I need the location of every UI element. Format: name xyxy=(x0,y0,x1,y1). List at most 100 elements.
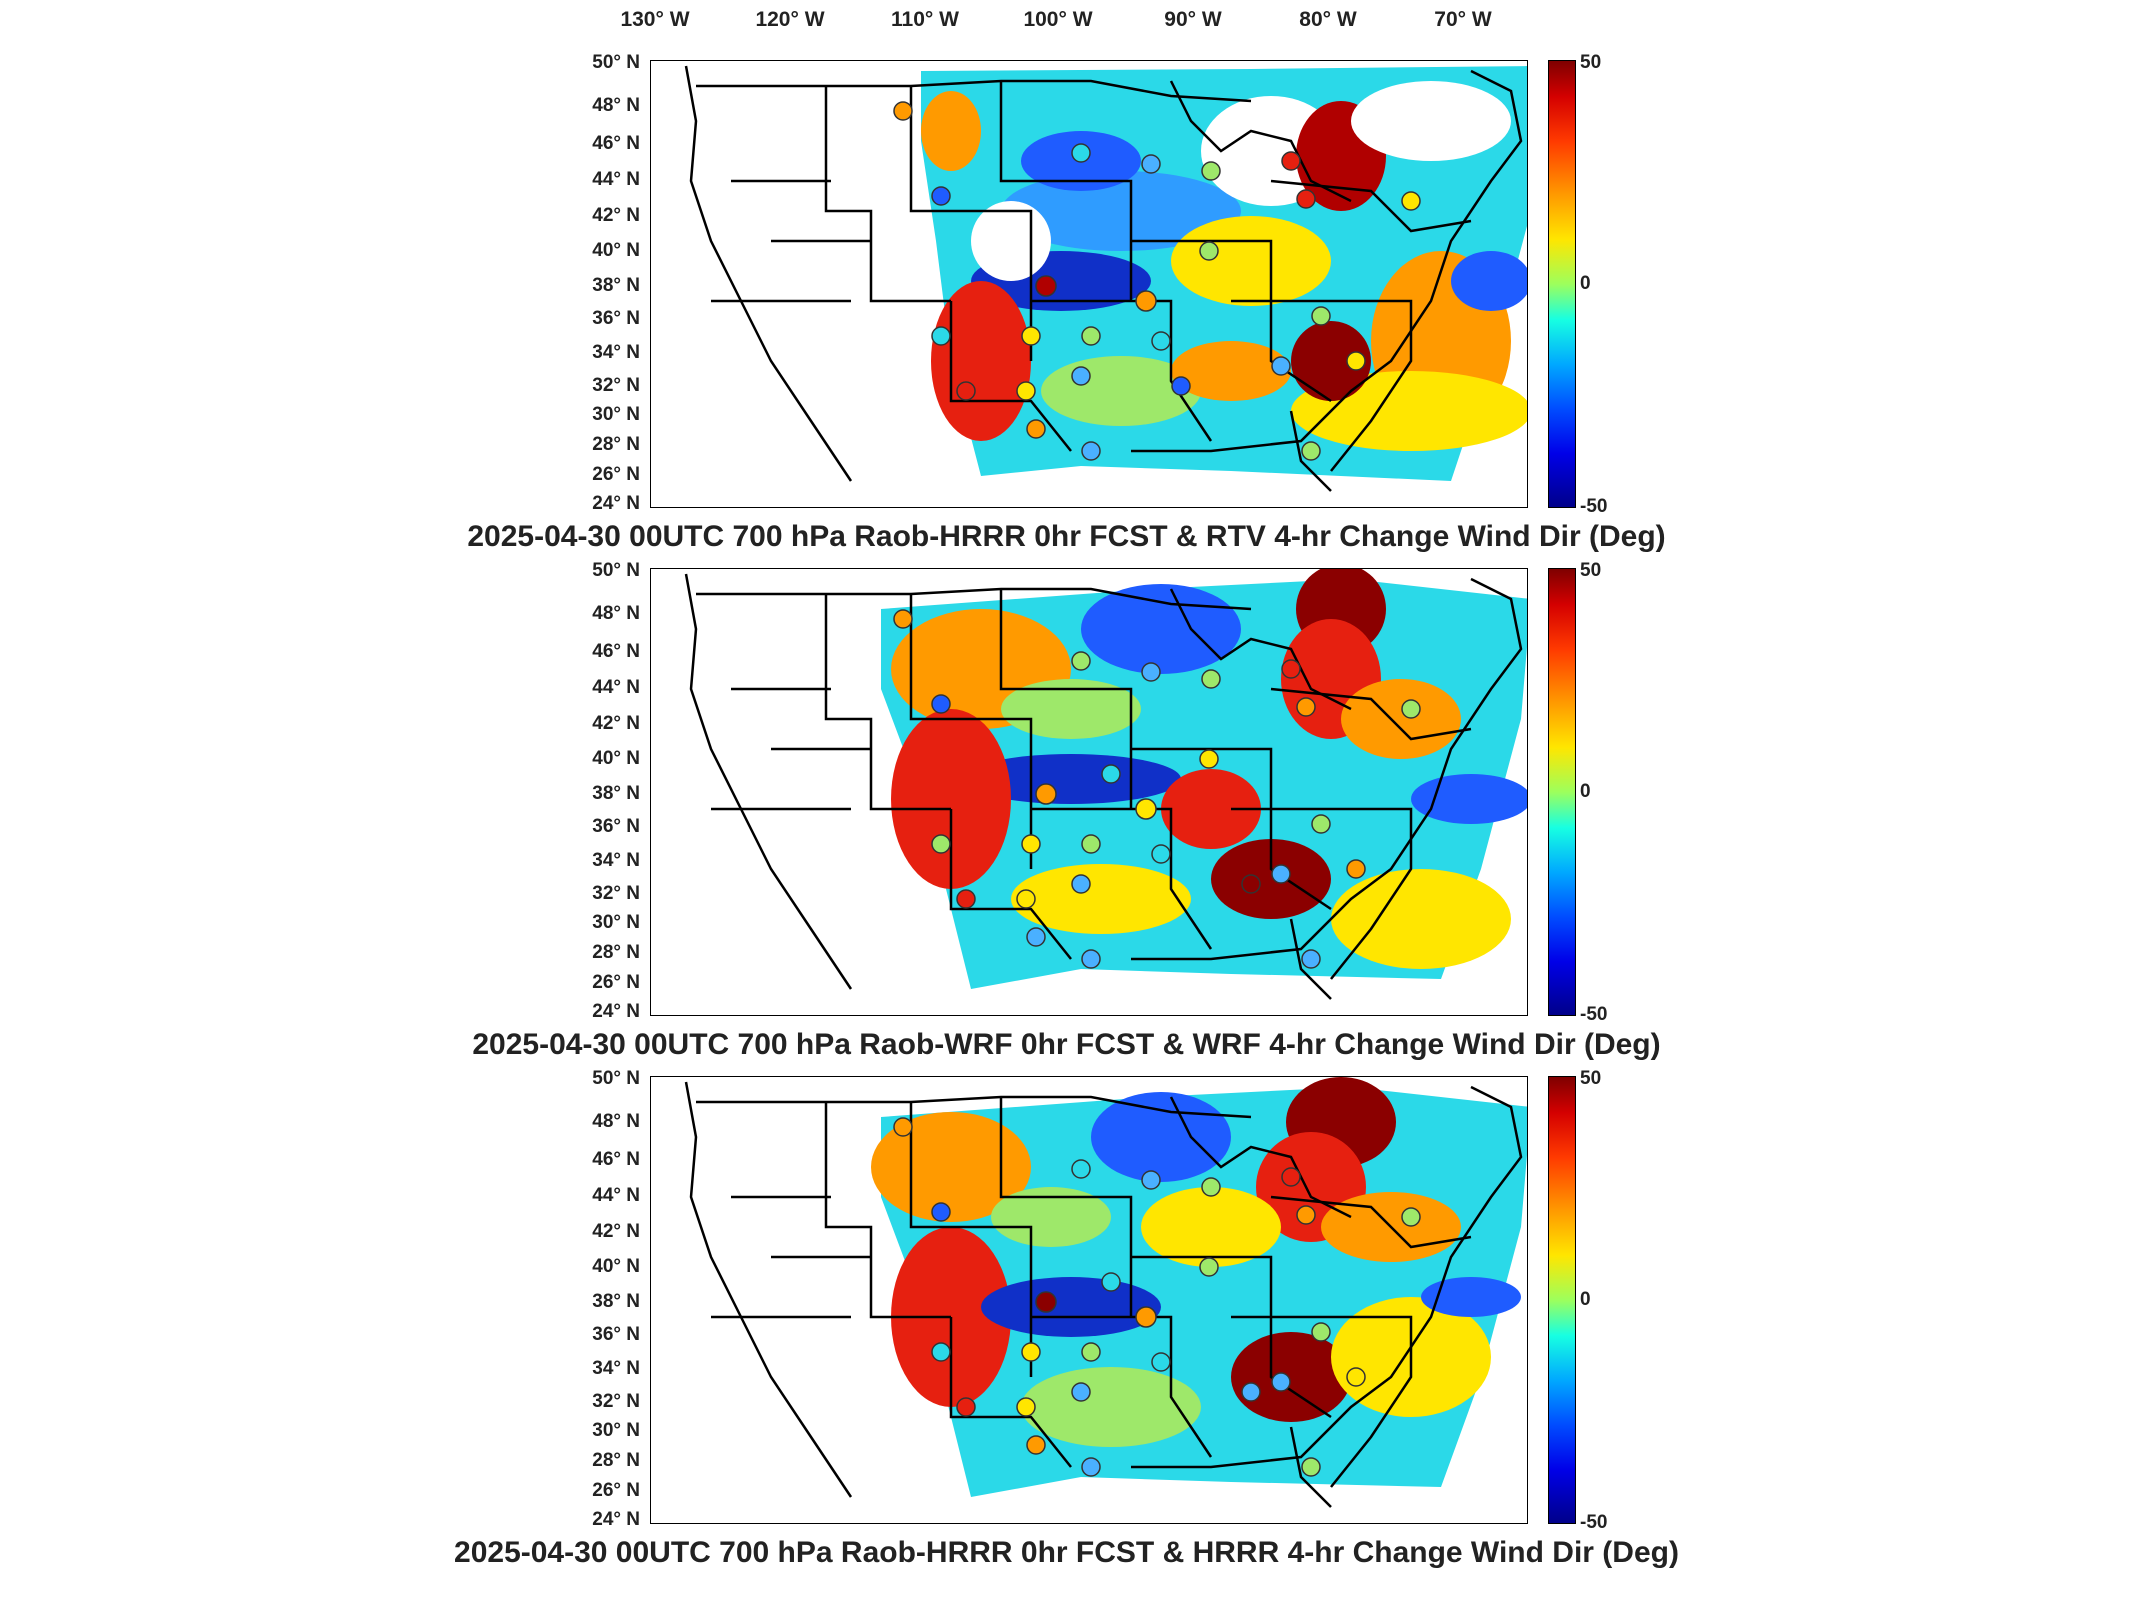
colorbar-max-label: 50 xyxy=(1580,560,1602,581)
raob-station-marker xyxy=(1071,1159,1091,1179)
lat-tick-label: 48° N xyxy=(592,95,640,116)
raob-station-marker xyxy=(1071,366,1091,386)
wind-direction-map xyxy=(684,1077,1527,1508)
raob-station-marker xyxy=(1071,874,1091,894)
raob-station-marker xyxy=(931,1202,951,1222)
raob-station-marker xyxy=(1201,669,1221,689)
raob-station-marker xyxy=(1101,1272,1121,1292)
raob-station-marker xyxy=(1199,241,1219,261)
lat-tick-label: 28° N xyxy=(592,434,640,455)
raob-station-marker xyxy=(1035,275,1057,297)
colorbar xyxy=(1548,568,1576,1016)
lon-tick-label: 110° W xyxy=(891,8,959,31)
lat-tick-label: 50° N xyxy=(592,1068,640,1089)
colorbar-mid-label: 0 xyxy=(1580,1289,1591,1310)
raob-station-marker xyxy=(1151,1352,1171,1372)
lat-tick-label: 26° N xyxy=(592,464,640,485)
lat-tick-label: 38° N xyxy=(592,783,640,804)
panel-hrrr: 50° N 48° N 46° N 44° N 42° N 40° N 38° … xyxy=(0,1016,2133,1569)
colorbar-min-label: -50 xyxy=(1580,1004,1608,1025)
lat-tick-label: 50° N xyxy=(592,52,640,73)
panel-title: 2025-04-30 00UTC 700 hPa Raob-WRF 0hr FC… xyxy=(472,1028,1661,1061)
lat-tick-label: 26° N xyxy=(592,972,640,993)
raob-station-marker xyxy=(1135,1306,1157,1328)
lat-tick-label: 24° N xyxy=(592,493,640,514)
raob-station-marker xyxy=(1171,376,1191,396)
raob-station-marker xyxy=(931,834,951,854)
raob-station-marker xyxy=(1081,834,1101,854)
raob-station-marker xyxy=(1141,1170,1161,1190)
raob-station-marker xyxy=(1141,662,1161,682)
raob-station-marker xyxy=(1081,949,1101,969)
state-boundaries xyxy=(684,65,1523,492)
lat-tick-label: 44° N xyxy=(592,1185,640,1206)
raob-station-marker xyxy=(1296,189,1316,209)
lat-tick-label: 36° N xyxy=(592,1324,640,1345)
colorbar xyxy=(1548,60,1576,508)
lat-tick-label: 30° N xyxy=(592,1420,640,1441)
lat-tick-label: 36° N xyxy=(592,816,640,837)
lat-tick-label: 40° N xyxy=(592,240,640,261)
lat-tick-label: 40° N xyxy=(592,1256,640,1277)
lon-tick-label: 80° W xyxy=(1299,8,1357,31)
raob-station-marker xyxy=(1271,356,1291,376)
longitude-axis: 130° W 120° W 110° W 100° W 90° W 80° W … xyxy=(0,0,2133,40)
lat-tick-label: 28° N xyxy=(592,1450,640,1471)
lat-tick-label: 34° N xyxy=(592,850,640,871)
state-boundaries xyxy=(684,573,1523,1000)
raob-station-marker xyxy=(1241,874,1261,894)
colorbar-min-label: -50 xyxy=(1580,1512,1608,1533)
raob-station-marker xyxy=(1401,1207,1421,1227)
raob-station-marker xyxy=(1151,844,1171,864)
raob-station-marker xyxy=(1346,351,1366,371)
lat-tick-label: 30° N xyxy=(592,912,640,933)
lat-tick-label: 34° N xyxy=(592,1358,640,1379)
raob-station-marker xyxy=(1311,306,1331,326)
raob-station-marker xyxy=(1301,949,1321,969)
panel-rtv: 50° N 48° N 46° N 44° N 42° N 40° N 38° … xyxy=(0,0,2133,553)
map-frame xyxy=(650,568,1528,1016)
raob-station-marker xyxy=(1346,1367,1366,1387)
colorbar-mid-label: 0 xyxy=(1580,781,1591,802)
raob-station-marker xyxy=(931,1342,951,1362)
raob-station-marker xyxy=(1296,697,1316,717)
lat-tick-label: 40° N xyxy=(592,748,640,769)
lat-tick-label: 42° N xyxy=(592,205,640,226)
raob-station-marker xyxy=(1199,1257,1219,1277)
raob-station-marker xyxy=(1301,1457,1321,1477)
raob-station-marker xyxy=(1346,859,1366,879)
map-frame xyxy=(650,60,1528,508)
raob-station-marker xyxy=(1135,798,1157,820)
raob-station-marker xyxy=(1141,154,1161,174)
colorbar-mid-label: 0 xyxy=(1580,273,1591,294)
raob-station-marker xyxy=(1021,1342,1041,1362)
raob-station-marker xyxy=(1401,191,1421,211)
lat-tick-label: 46° N xyxy=(592,133,640,154)
raob-station-marker xyxy=(1135,290,1157,312)
colorbar xyxy=(1548,1076,1576,1524)
raob-station-marker xyxy=(931,326,951,346)
lat-tick-label: 46° N xyxy=(592,1149,640,1170)
raob-station-marker xyxy=(956,1397,976,1417)
wind-direction-map xyxy=(684,65,1527,492)
raob-station-marker xyxy=(956,889,976,909)
lat-tick-label: 46° N xyxy=(592,641,640,662)
raob-station-marker xyxy=(1016,889,1036,909)
raob-station-marker xyxy=(1035,783,1057,805)
raob-station-marker xyxy=(1021,834,1041,854)
lat-tick-label: 34° N xyxy=(592,342,640,363)
raob-station-marker xyxy=(1199,749,1219,769)
lat-tick-label: 48° N xyxy=(592,1111,640,1132)
raob-station-marker xyxy=(1311,814,1331,834)
raob-station-marker xyxy=(1016,1397,1036,1417)
panel-title: 2025-04-30 00UTC 700 hPa Raob-HRRR 0hr F… xyxy=(467,520,1666,553)
raob-station-marker xyxy=(1281,151,1301,171)
panel-title: 2025-04-30 00UTC 700 hPa Raob-HRRR 0hr F… xyxy=(454,1536,1679,1569)
lon-tick-label: 120° W xyxy=(755,8,825,31)
lon-tick-label: 130° W xyxy=(620,8,690,31)
raob-station-marker xyxy=(1271,1372,1291,1392)
raob-station-marker xyxy=(1081,1342,1101,1362)
raob-station-marker xyxy=(1081,326,1101,346)
lat-tick-label: 42° N xyxy=(592,713,640,734)
raob-station-marker xyxy=(893,1117,913,1137)
